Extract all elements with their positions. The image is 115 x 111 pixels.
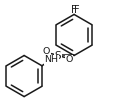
Text: NH: NH <box>44 55 58 64</box>
Text: O: O <box>43 47 50 56</box>
Text: F: F <box>73 5 78 15</box>
Text: O: O <box>65 55 72 64</box>
Text: S: S <box>54 51 61 60</box>
Text: F: F <box>71 5 76 15</box>
